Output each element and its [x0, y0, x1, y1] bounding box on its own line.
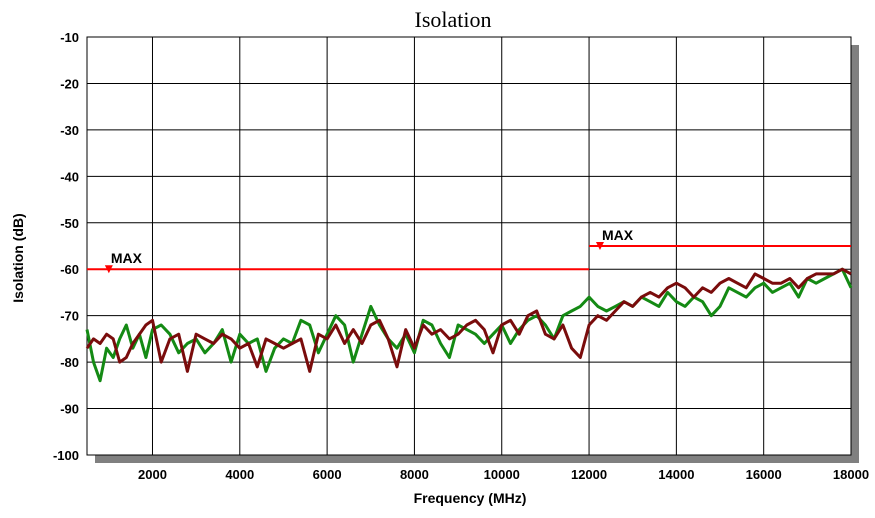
y-tick-label: -40: [60, 169, 79, 184]
max-label: MAX: [602, 227, 634, 243]
y-tick-label: -60: [60, 262, 79, 277]
x-tick-label: 18000: [833, 467, 869, 482]
y-axis-label: Isolation (dB): [10, 213, 26, 302]
y-tick-label: -100: [53, 448, 79, 463]
x-tick-label: 10000: [484, 467, 520, 482]
y-tick-label: -80: [60, 355, 79, 370]
y-tick-label: -50: [60, 216, 79, 231]
max-marker: [104, 265, 113, 274]
x-axis-label: Frequency (MHz): [414, 490, 527, 506]
x-tick-labels: 2000 4000 6000 8000 10000 12000 14000 16000 1800…: [138, 467, 869, 482]
x-tick-label: 2000: [138, 467, 167, 482]
x-tick-label: 8000: [400, 467, 429, 482]
limit-lines: MAX MAX: [87, 227, 851, 274]
y-tick-label: -10: [60, 30, 79, 45]
y-tick-label: -20: [60, 76, 79, 91]
y-tick-label: -30: [60, 123, 79, 138]
x-tick-label: 16000: [746, 467, 782, 482]
chart-title: Isolation: [415, 7, 492, 32]
x-tick-label: 12000: [571, 467, 607, 482]
x-tick-label: 6000: [313, 467, 342, 482]
series-line-maroon: [85, 267, 852, 373]
x-tick-label: 4000: [225, 467, 254, 482]
x-tick-label: 14000: [658, 467, 694, 482]
y-tick-labels: -10 -20 -30 -40 -50 -60 -70 -80 -90 -100: [53, 30, 79, 463]
max-marker: [595, 242, 604, 250]
max-label: MAX: [111, 250, 143, 266]
y-tick-label: -70: [60, 309, 79, 324]
series-lines: [85, 267, 853, 383]
y-tick-label: -90: [60, 402, 79, 417]
